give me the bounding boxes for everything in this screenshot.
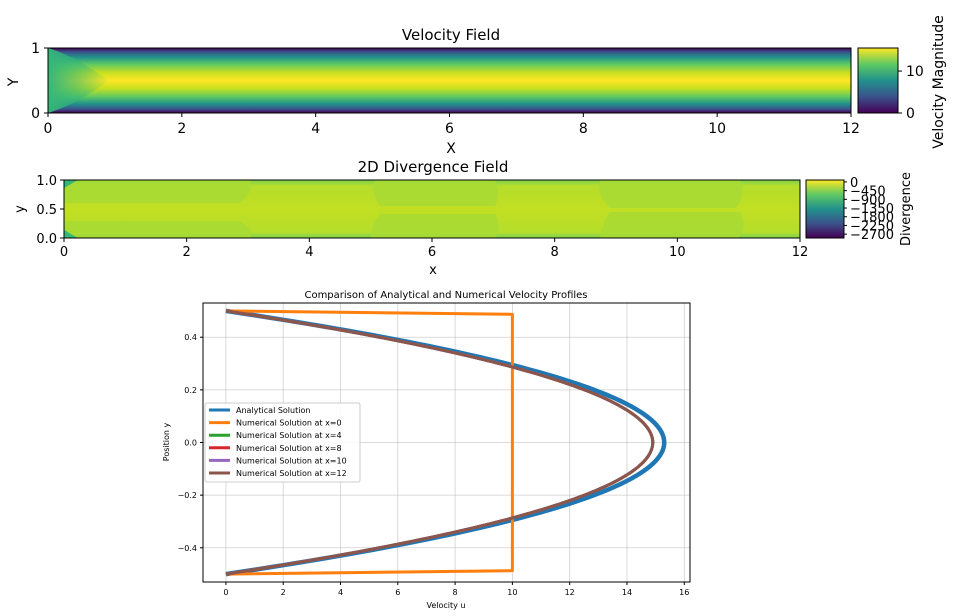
divergence-colorbar-ticks: 0−450−900−1350−1800−2250−2700 xyxy=(844,176,894,243)
legend-label-3: Numerical Solution at x=8 xyxy=(236,444,342,453)
profile-x-tick-label: 4 xyxy=(338,588,343,597)
velocity-colorbar-tick-label: 10 xyxy=(906,64,924,80)
divergence-colorbar-tick-label: −2250 xyxy=(850,219,894,234)
profile-legend: Analytical Solution Numerical Solution at… xyxy=(204,402,361,483)
divergence-x-tick-label: 2 xyxy=(183,245,191,260)
profile-y-ticks: −0.4 −0.2 0.0 0.2 0.4 xyxy=(178,333,203,553)
velocity-y-ticks: 01 xyxy=(31,41,48,122)
velocity-colorbar-label: Velocity Magnitude xyxy=(931,15,947,149)
divergence-x-tick-label: 4 xyxy=(305,245,313,260)
profile-x-tick-label: 14 xyxy=(622,588,632,597)
profile-series xyxy=(225,308,667,577)
divergence-x-axis-label: x xyxy=(429,263,437,278)
profile-title: Comparison of Analytical and Numerical V… xyxy=(304,290,587,301)
divergence-colorbar xyxy=(805,179,845,239)
profile-x-tick-label: 10 xyxy=(507,588,517,597)
legend-label-0: Analytical Solution xyxy=(236,406,310,415)
velocity-field-panel: Velocity Field 0 2 4 6 8 10 12 01 X Y 010 Velo… xyxy=(6,15,947,157)
divergence-x-tick-label: 8 xyxy=(551,245,559,260)
divergence-colorbar-tick-label: 0 xyxy=(850,176,858,191)
profile-y-tick-label: −0.4 xyxy=(178,544,197,553)
divergence-x-tick-label: 6 xyxy=(428,245,436,260)
divergence-y-ticks: 0.0 0.5 1.0 xyxy=(36,174,64,247)
divergence-bands xyxy=(64,180,744,238)
series-line-5 xyxy=(225,309,655,576)
divergence-colorbar-tick-label: −2700 xyxy=(850,228,894,243)
divergence-y-tick-label: 0.0 xyxy=(36,232,57,247)
profile-y-tick-label: −0.2 xyxy=(178,491,197,500)
velocity-x-tick-label: 8 xyxy=(579,121,588,137)
velocity-x-tick-label: 2 xyxy=(177,121,186,137)
profile-x-tick-label: 0 xyxy=(223,588,228,597)
profile-x-axis-label: Velocity u xyxy=(427,601,466,610)
velocity-x-tick-label: 4 xyxy=(311,121,320,137)
divergence-field-panel: 2D Divergence Field 0 2 4 6 8 10 12 0.00.51.0 … xyxy=(13,158,914,278)
divergence-y-axis-label: y xyxy=(13,205,28,213)
velocity-x-ticks: 0 2 4 6 8 10 12 xyxy=(44,113,860,137)
legend-label-1: Numerical Solution at x=0 xyxy=(236,419,342,428)
velocity-field-title: Velocity Field xyxy=(402,26,500,44)
divergence-x-ticks: 0 2 4 6 8 10 12 xyxy=(60,238,808,260)
divergence-y-tick-label: 1.0 xyxy=(36,174,57,189)
velocity-x-tick-label: 10 xyxy=(708,121,726,137)
divergence-colorbar-tick-label: −1350 xyxy=(850,202,894,217)
velocity-colorbar-ticks: 0 10 xyxy=(898,64,924,122)
profile-y-tick-label: 0.4 xyxy=(184,333,197,342)
divergence-x-tick-label: 12 xyxy=(792,245,809,260)
velocity-x-tick-label: 6 xyxy=(445,121,454,137)
divergence-colorbar-tick-label: −900 xyxy=(850,193,886,208)
divergence-x-tick-label: 10 xyxy=(669,245,686,260)
divergence-corner-spots xyxy=(64,180,78,238)
legend-box xyxy=(204,402,361,483)
velocity-colorbar-tick-label: 0 xyxy=(906,106,915,122)
profile-y-axis-label: Position y xyxy=(162,423,171,462)
velocity-y-tick-label: 1 xyxy=(31,41,40,57)
legend-label-2: Numerical Solution at x=4 xyxy=(236,431,342,440)
divergence-y-tick-label: 0.5 xyxy=(36,203,57,218)
profile-x-tick-label: 12 xyxy=(565,588,575,597)
profile-x-ticks: 0 2 4 6 8 10 12 14 16 xyxy=(223,582,689,597)
profile-x-tick-label: 2 xyxy=(281,588,286,597)
velocity-inlet-region xyxy=(48,48,110,113)
velocity-colorbar xyxy=(857,47,899,114)
profile-panel: Comparison of Analytical and Numerical V… xyxy=(162,290,691,610)
velocity-heatmap xyxy=(48,48,851,113)
divergence-field-title: 2D Divergence Field xyxy=(358,158,509,176)
profile-y-tick-label: 0.2 xyxy=(184,386,197,395)
profile-x-tick-label: 16 xyxy=(679,588,689,597)
divergence-colorbar-label: Divergence xyxy=(899,172,914,246)
legend-label-4: Numerical Solution at x=10 xyxy=(236,456,347,465)
divergence-colorbar-tick-label: −450 xyxy=(850,185,886,200)
velocity-x-tick-label: 0 xyxy=(44,121,53,137)
profile-y-tick-label: 0.0 xyxy=(184,439,197,448)
series-line-1 xyxy=(225,309,514,576)
legend-label-5: Numerical Solution at x=12 xyxy=(236,469,347,478)
profile-x-tick-label: 6 xyxy=(395,588,400,597)
velocity-x-axis-label: X xyxy=(446,141,456,157)
divergence-colorbar-tick-label: −1800 xyxy=(850,211,894,226)
velocity-x-tick-label: 12 xyxy=(842,121,860,137)
velocity-y-axis-label: Y xyxy=(6,77,22,87)
profile-x-tick-label: 8 xyxy=(453,588,458,597)
velocity-y-tick-label: 0 xyxy=(31,106,40,122)
divergence-x-tick-label: 0 xyxy=(60,245,68,260)
